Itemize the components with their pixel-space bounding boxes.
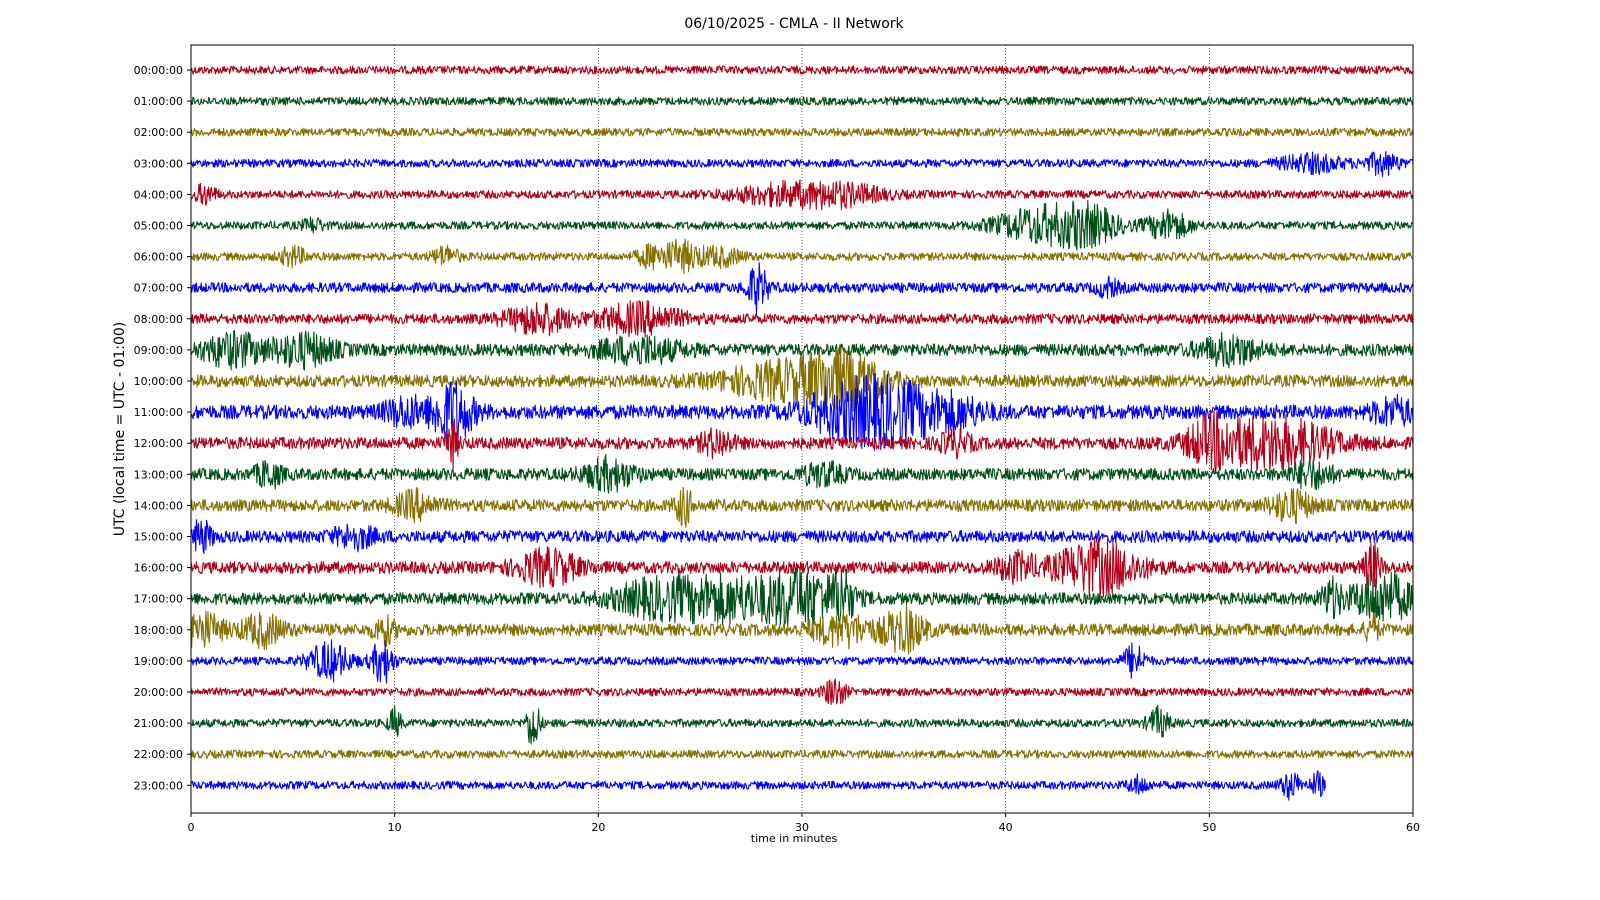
trace-row [190, 704, 1414, 745]
plot-frame [190, 44, 1414, 814]
y-tick-label: 20:00:00 [134, 686, 183, 699]
x-tick-label: 0 [188, 821, 195, 834]
y-tick-labels: 00:00:00 01:00:00 02:00:00 03:00:00 04:00:00… [134, 64, 191, 792]
y-tick-label: 19:00:00 [134, 655, 183, 668]
y-tick-label: 03:00:00 [134, 157, 183, 170]
y-tick-label: 04:00:00 [134, 188, 183, 201]
trace-row [190, 300, 1414, 338]
y-tick-label: 10:00:00 [134, 375, 183, 388]
y-tick-label: 14:00:00 [134, 499, 183, 512]
y-tick-label: 15:00:00 [134, 531, 183, 544]
trace-row [190, 151, 1414, 178]
y-tick-label: 17:00:00 [134, 593, 183, 606]
trace-row [190, 678, 1414, 705]
y-tick-label: 23:00:00 [134, 779, 183, 792]
y-tick-label: 22:00:00 [134, 748, 183, 761]
trace-row [190, 454, 1414, 494]
trace-row [190, 409, 1414, 474]
trace-row [190, 486, 1414, 528]
x-tick-labels: 0 10 20 30 40 50 60 [188, 813, 1420, 834]
x-tick-label: 10 [388, 821, 402, 834]
y-tick-label: 08:00:00 [134, 313, 183, 326]
chart-title: 06/10/2025 - CMLA - II Network [684, 16, 904, 32]
y-tick-label: 09:00:00 [134, 344, 183, 357]
trace-row [190, 770, 1326, 801]
x-tick-label: 50 [1202, 821, 1216, 834]
trace-row [190, 200, 1414, 251]
trace-row [190, 519, 1414, 554]
y-axis-label: UTC (local time = UTC - 01:00) [112, 322, 128, 537]
trace-row [190, 329, 1414, 371]
trace-row [190, 238, 1414, 275]
trace-row [190, 749, 1414, 759]
y-tick-label: 02:00:00 [134, 126, 183, 139]
y-tick-label: 16:00:00 [134, 562, 183, 575]
y-tick-label: 11:00:00 [134, 406, 183, 419]
trace-row [190, 536, 1414, 599]
trace-row [190, 567, 1414, 627]
trace-row [190, 179, 1414, 211]
trace-row [190, 347, 1414, 412]
trace-row [190, 96, 1414, 106]
x-axis-label: time in minutes [751, 832, 838, 845]
trace-row [190, 262, 1414, 315]
trace-row [190, 127, 1414, 137]
trace-rows [190, 65, 1414, 801]
x-tick-label: 30 [795, 821, 809, 834]
y-tick-label: 01:00:00 [134, 95, 183, 108]
y-tick-label: 06:00:00 [134, 251, 183, 264]
x-tick-label: 60 [1406, 821, 1420, 834]
y-tick-label: 21:00:00 [134, 717, 183, 730]
y-tick-label: 18:00:00 [134, 624, 183, 637]
trace-row [190, 65, 1414, 75]
trace-row [190, 604, 1414, 655]
trace-row [190, 639, 1414, 684]
x-tick-label: 20 [591, 821, 605, 834]
y-tick-label: 05:00:00 [134, 220, 183, 233]
y-tick-label: 13:00:00 [134, 468, 183, 481]
x-tick-label: 40 [999, 821, 1013, 834]
y-tick-label: 07:00:00 [134, 282, 183, 295]
y-tick-label: 12:00:00 [134, 437, 183, 450]
y-tick-label: 00:00:00 [134, 64, 183, 77]
